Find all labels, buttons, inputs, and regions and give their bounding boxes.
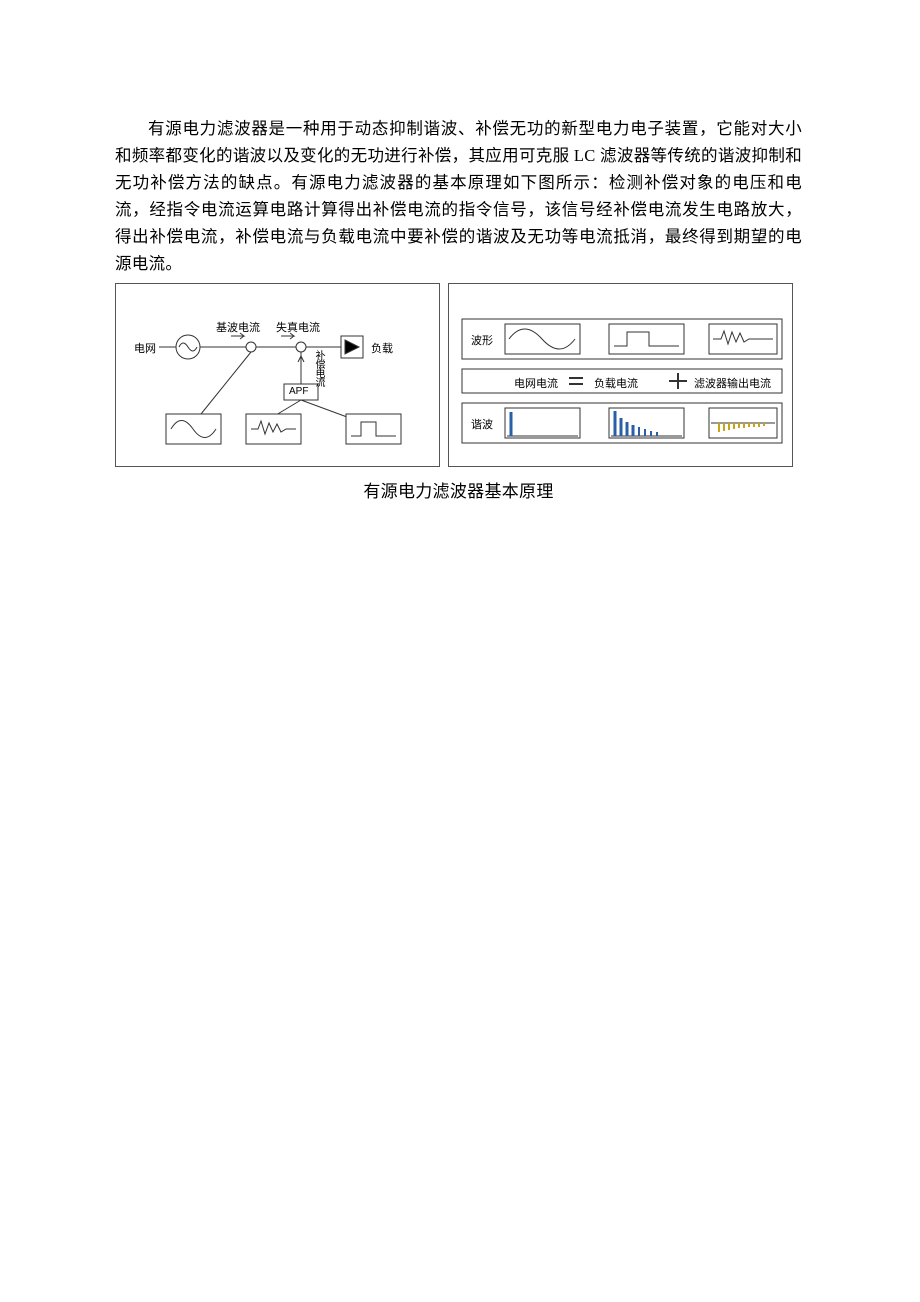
label-harmonic: 谐波 xyxy=(471,416,493,432)
label-waveform: 波形 xyxy=(471,332,493,348)
label-filter-output: 滤波器输出电流 xyxy=(694,375,771,391)
label-grid-current: 电网电流 xyxy=(514,375,558,391)
label-apf: APF xyxy=(289,386,308,397)
label-compensation: 补偿电流 xyxy=(311,350,326,386)
label-distortion: 失真电流 xyxy=(276,319,320,335)
left-diagram: 电网 基波电流 失真电流 负载 APF 补偿电流 xyxy=(115,283,440,467)
label-grid: 电网 xyxy=(134,340,156,356)
label-fundamental: 基波电流 xyxy=(216,319,260,335)
intro-paragraph: 有源电力滤波器是一种用于动态抑制谐波、补偿无功的新型电力电子装置，它能对大小和频… xyxy=(115,115,802,277)
right-diagram: 波形 谐波 电网电流 负载电流 滤波器输出电流 xyxy=(448,283,793,467)
figure-caption: 有源电力滤波器基本原理 xyxy=(115,477,802,502)
label-load-current: 负载电流 xyxy=(594,375,638,391)
figure-row: 电网 基波电流 失真电流 负载 APF 补偿电流 xyxy=(115,283,802,467)
label-load: 负载 xyxy=(371,340,393,356)
